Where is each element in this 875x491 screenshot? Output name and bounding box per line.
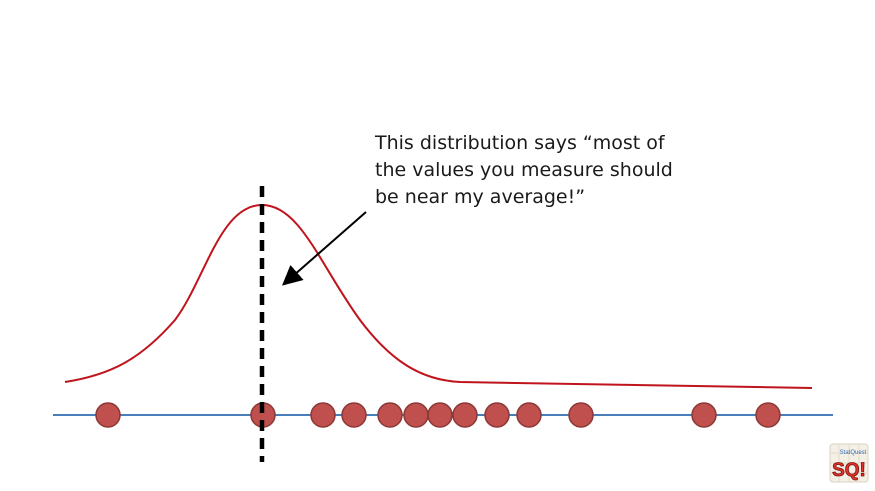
- logo-small-text: StatQuest: [840, 450, 867, 456]
- annotation-line-2: the values you measure should: [375, 159, 673, 181]
- statquest-logo-icon: StatQuest SQ!: [829, 443, 869, 483]
- measurement-dot: [427, 402, 453, 428]
- measurement-dot: [755, 402, 781, 428]
- distribution-curve: [64, 203, 813, 389]
- measurement-dot: [484, 402, 510, 428]
- annotation-arrow: [281, 211, 367, 286]
- measurement-dot: [310, 402, 336, 428]
- measurement-dot: [691, 402, 717, 428]
- measurement-dot: [403, 402, 429, 428]
- annotation-line-1: This distribution says “most of: [375, 132, 665, 154]
- measurement-dots: [95, 402, 781, 428]
- logo-text: SQ!: [832, 460, 866, 481]
- measurement-dot: [516, 402, 542, 428]
- measurement-dot: [341, 402, 367, 428]
- measurement-dot: [377, 402, 403, 428]
- annotation-text: This distribution says “most of the valu…: [375, 130, 705, 211]
- measurement-dot: [452, 402, 478, 428]
- measurement-dot: [95, 402, 121, 428]
- annotation-line-3: be near my average!”: [375, 186, 586, 208]
- measurement-dot: [568, 402, 594, 428]
